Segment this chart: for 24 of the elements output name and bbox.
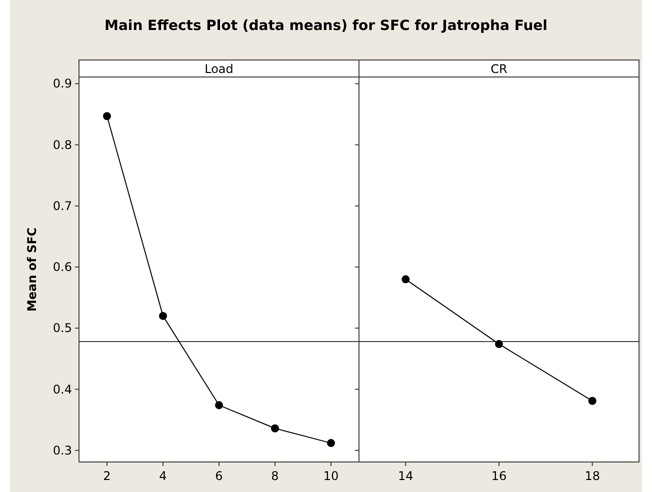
y-tick-label: 0.7 [52,198,72,213]
y-tick-label: 0.6 [52,260,72,274]
y-tick-label: 0.4 [52,382,72,396]
x-tick-label: 2 [103,469,111,483]
point [159,312,167,320]
y-tick-label: 0.5 [52,321,72,336]
y-tick-label: 0.8 [52,138,72,152]
x-tick-label: 6 [215,469,223,483]
y-tick-label: 0.9 [52,76,72,91]
x-tick-label: 18 [584,469,600,483]
x-tick-label: 14 [398,469,414,483]
x-tick-label: 16 [491,469,507,483]
point [271,424,279,432]
y-axis-title: Mean of SFC [25,227,39,312]
point [103,112,111,120]
x-tick-label: 8 [271,469,279,483]
chart-title: Main Effects Plot (data means) for SFC for Jatropha Fuel [104,18,548,34]
chart-subtitle: Load [204,62,234,76]
x-tick-label: 4 [159,469,167,483]
x-tick-label: 10 [323,469,339,483]
point [215,401,223,410]
y-tick-label: 0.3 [52,443,72,458]
chart-subtitle: CR [490,62,508,76]
point [327,439,335,448]
